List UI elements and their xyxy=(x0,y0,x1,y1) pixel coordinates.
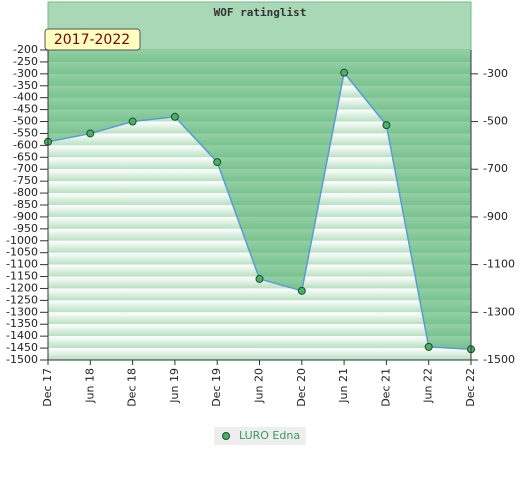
y2-tick-label: -900 xyxy=(483,210,508,223)
y-tick-label: -500 xyxy=(13,115,38,128)
x-tick-label: Jun 19 xyxy=(168,368,181,404)
y-tick-label: -1400 xyxy=(6,329,38,342)
y-tick-label: -1450 xyxy=(6,341,38,354)
annotation-box xyxy=(44,28,141,51)
y-tick-label: -1050 xyxy=(6,246,38,259)
y-tick-label: -700 xyxy=(13,162,38,175)
y-tick-label: -1100 xyxy=(6,258,38,271)
y-tick-label: -750 xyxy=(13,174,38,187)
y-tick-label: -250 xyxy=(13,55,38,68)
y-tick-label: -950 xyxy=(13,222,38,235)
annotation: 2017-2022 xyxy=(54,32,130,48)
y-tick-label: -200 xyxy=(13,43,38,56)
y-tick-label: -850 xyxy=(13,198,38,211)
x-tick-label: Jun 18 xyxy=(83,368,96,404)
x-tick-label: Dec 17 xyxy=(41,368,54,407)
y-tick-label: -1500 xyxy=(6,353,38,366)
y-tick-label: -550 xyxy=(13,126,38,139)
y-tick-label: -900 xyxy=(13,210,38,223)
y-tick-label: -1350 xyxy=(6,317,38,330)
y-tick-label: -1150 xyxy=(6,270,38,283)
y2-tick-label: -300 xyxy=(483,67,508,80)
stripe xyxy=(48,300,471,313)
y-tick-label: -300 xyxy=(13,67,38,80)
y-tick-label: -350 xyxy=(13,79,38,92)
y2-tick-label: -500 xyxy=(483,115,508,128)
x-tick-label: Jun 20 xyxy=(253,368,266,404)
y2-tick-label: -1300 xyxy=(483,305,515,318)
y-tick-label: -1250 xyxy=(6,293,38,306)
y-tick-label: -800 xyxy=(13,186,38,199)
legend-marker xyxy=(222,432,230,440)
marker xyxy=(213,158,222,167)
stripe xyxy=(48,336,471,349)
y-tick-label: -450 xyxy=(13,103,38,116)
y-tick-label: -600 xyxy=(13,138,38,151)
y-tick-label: -1200 xyxy=(6,281,38,294)
chart-title: WOF ratinglist xyxy=(214,6,307,19)
area xyxy=(48,50,471,350)
y-tick-label: -1300 xyxy=(6,305,38,318)
marker xyxy=(340,68,349,77)
stripe xyxy=(48,312,471,325)
x-tick-label: Dec 18 xyxy=(126,368,139,407)
y2-tick-label: -1500 xyxy=(483,353,515,366)
marker xyxy=(128,117,137,126)
x-tick-label: Dec 22 xyxy=(464,368,477,407)
legend-label: LURO Edna xyxy=(239,429,300,442)
stripe xyxy=(48,348,471,360)
marker xyxy=(297,286,306,295)
y-tick-label: -400 xyxy=(13,91,38,104)
y-tick-label: -1000 xyxy=(6,234,38,247)
marker xyxy=(382,121,391,130)
marker xyxy=(170,112,179,121)
x-tick-label: Dec 21 xyxy=(379,368,392,407)
marker xyxy=(86,129,95,138)
x-tick-label: Dec 19 xyxy=(210,368,223,407)
y2-tick-label: -1100 xyxy=(483,258,515,271)
marker xyxy=(255,274,264,283)
stripe xyxy=(48,324,471,337)
marker xyxy=(424,342,433,351)
x-tick-label: Dec 20 xyxy=(295,368,308,407)
stripe xyxy=(48,288,471,301)
y-tick-label: -650 xyxy=(13,150,38,163)
y2-tick-label: -700 xyxy=(483,162,508,175)
x-tick-label: Jun 22 xyxy=(422,368,435,404)
legend xyxy=(214,427,306,445)
plot xyxy=(44,50,475,354)
x-tick-label: Jun 21 xyxy=(337,368,350,404)
